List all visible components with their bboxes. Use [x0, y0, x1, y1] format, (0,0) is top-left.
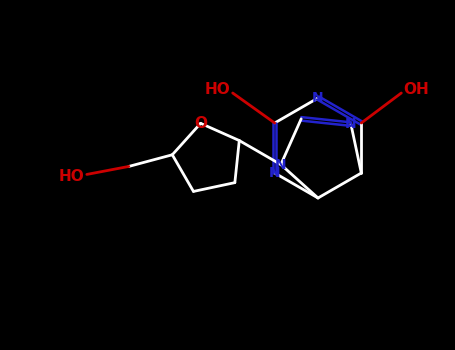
- Text: N: N: [312, 91, 324, 105]
- Text: OH: OH: [403, 82, 429, 97]
- Text: HO: HO: [59, 169, 85, 184]
- Text: N: N: [275, 158, 287, 172]
- Text: HO: HO: [205, 82, 231, 97]
- Text: O: O: [194, 116, 207, 131]
- Text: N: N: [345, 117, 357, 131]
- Text: N: N: [269, 166, 281, 180]
